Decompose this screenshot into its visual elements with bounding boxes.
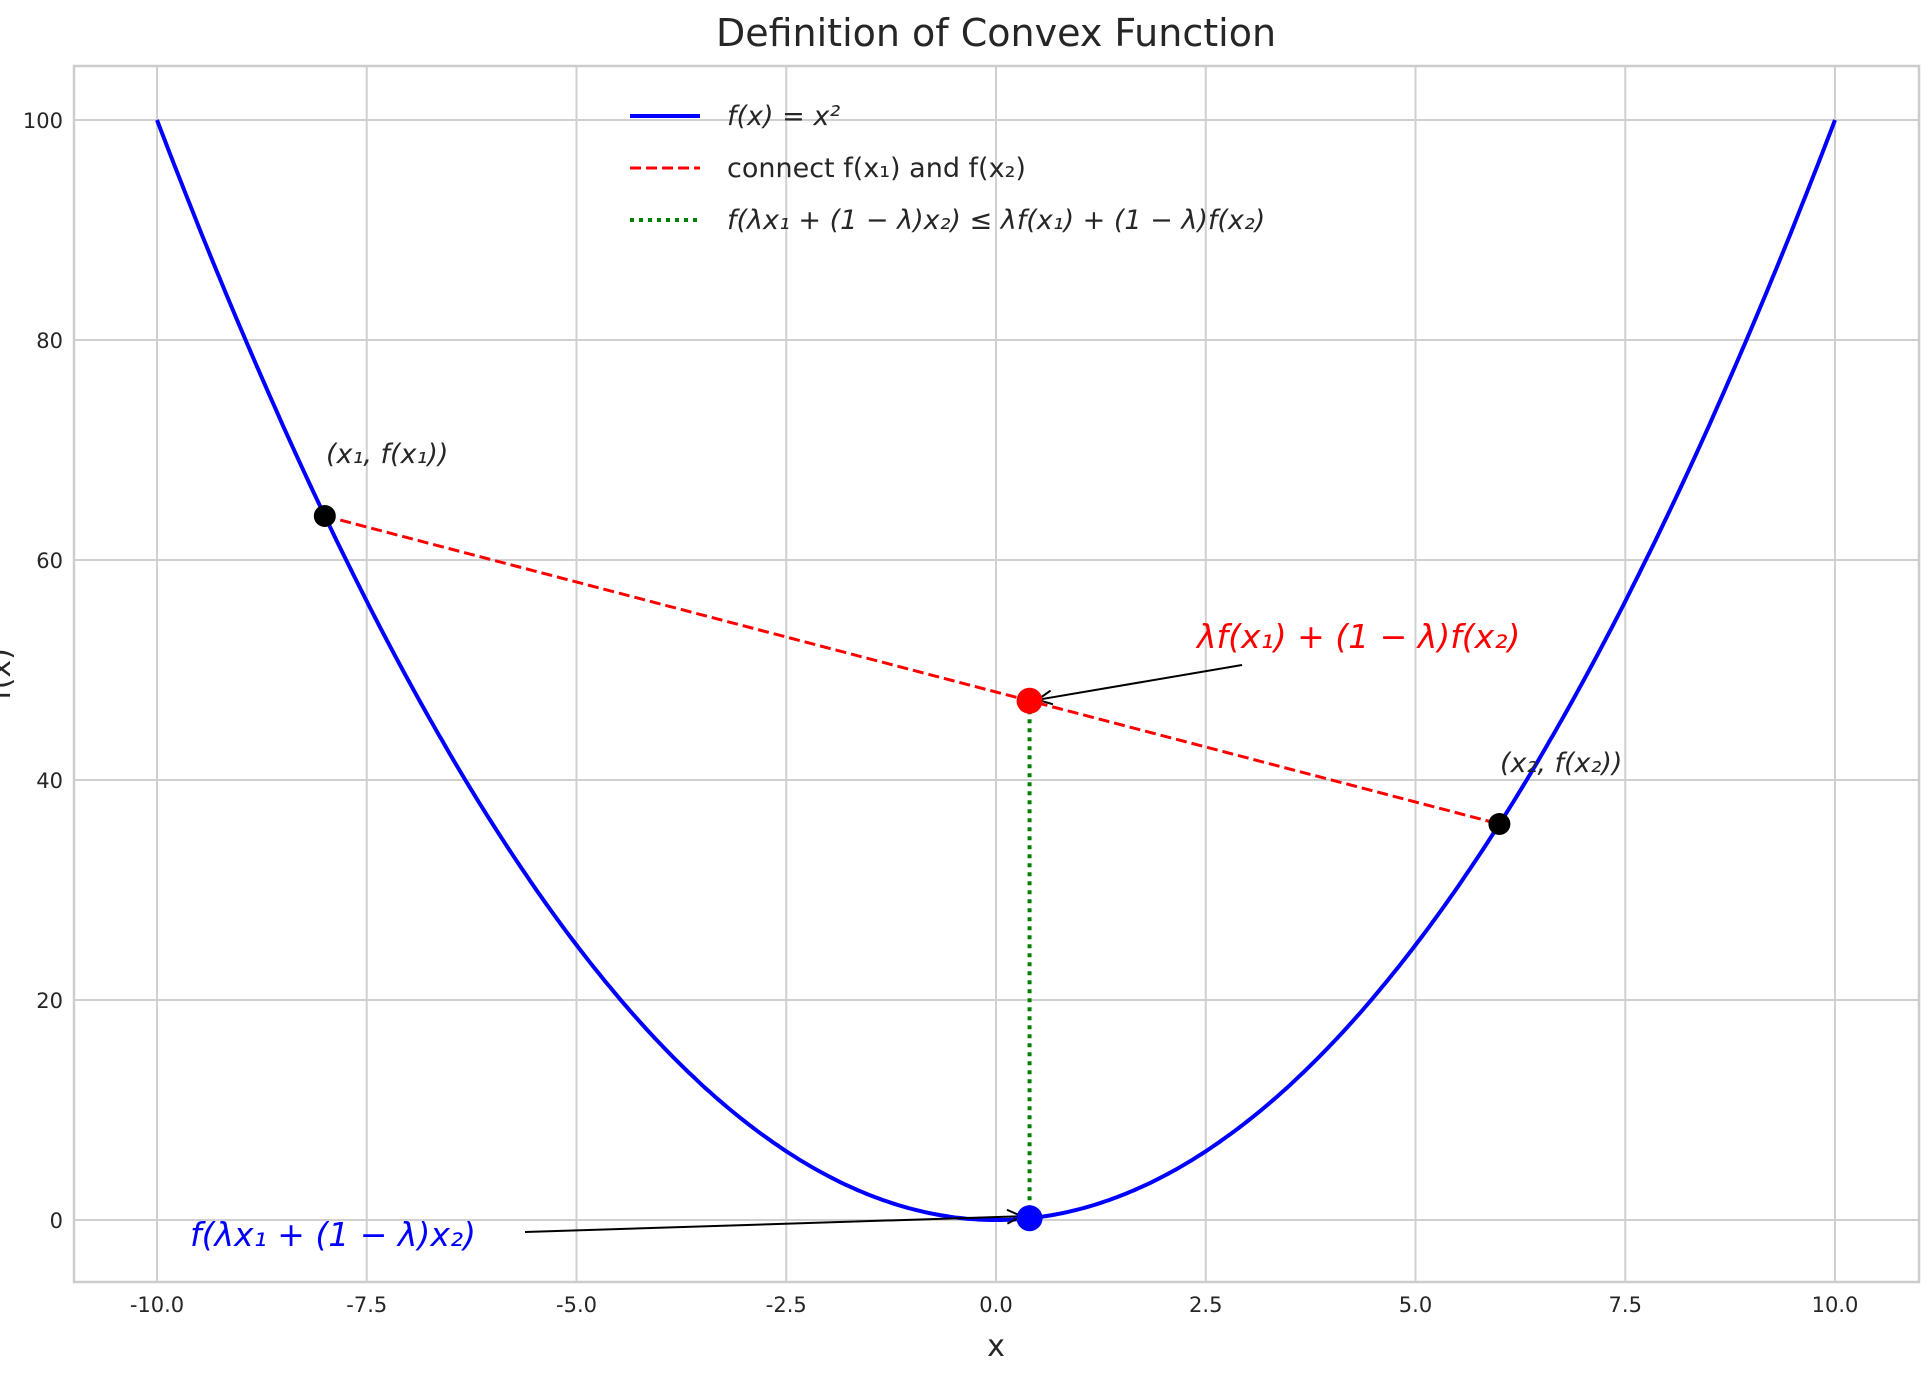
x-axis-label: x [987,1329,1005,1364]
curve-f-x-squared [155,119,1837,1222]
x-tick-label: -2.5 [766,1293,807,1317]
x-tick-label: 10.0 [1812,1293,1859,1317]
legend-label-curve: f(x) = x² [727,101,840,132]
y-tick-label: 20 [36,989,63,1013]
legend-label-inequality: f(λx₁ + (1 − λ)x₂) ≤ λf(x₁) + (1 − λ)f(x… [727,205,1265,236]
x-tick-label: -10.0 [130,1293,184,1317]
x-tick-label: 0.0 [979,1293,1012,1317]
point-2 [1016,687,1043,714]
x-tick-label: -5.0 [556,1293,597,1317]
y-ticks: 0 20 40 60 80 100 [23,109,63,1233]
y-axis-label: f(x) [0,648,18,700]
y-tick-label: 80 [36,329,63,353]
chart-title: Definition of Convex Function [716,11,1276,55]
point-label-x2: (x₂, f(x₂)) [1500,748,1622,779]
plot-frame [72,64,1921,1284]
annotation-convex-combination: λf(x₁) + (1 − λ)f(x₂) [1195,617,1520,656]
x-ticks: -10.0 -7.5 -5.0 -2.5 0.0 2.5 5.0 7.5 10.0 [130,1293,1859,1317]
x-tick-label: 7.5 [1609,1293,1642,1317]
legend: f(x) = x² connect f(x₁) and f(x₂) f(λx₁ … [630,101,1265,236]
y-tick-label: 0 [50,1209,63,1233]
x-tick-label: 2.5 [1189,1293,1222,1317]
chord-line [324,514,1500,826]
series-layer [155,119,1837,1222]
x-tick-label: 5.0 [1399,1293,1432,1317]
annotation-arrows [524,664,1243,1233]
arrow-convex-combination [1037,664,1243,701]
x-tick-label: -7.5 [346,1293,387,1317]
arrow-function-value [524,1215,1022,1233]
points-layer [313,505,1511,1232]
grid [74,66,1919,1282]
y-tick-label: 40 [36,769,63,793]
point-1 [1488,813,1511,835]
point-0 [313,505,336,527]
y-tick-label: 60 [36,549,63,573]
annotation-function-value: f(λx₁ + (1 − λ)x₂) [190,1215,476,1254]
point-label-x1: (x₁, f(x₁)) [326,439,448,470]
legend-label-chord: connect f(x₁) and f(x₂) [727,153,1026,184]
point-3 [1016,1205,1043,1232]
y-tick-label: 100 [23,109,63,133]
